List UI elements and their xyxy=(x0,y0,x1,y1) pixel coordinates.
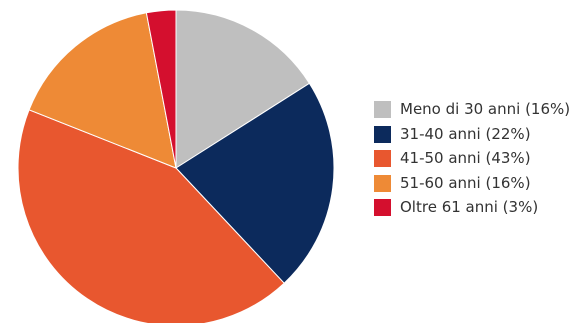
legend-item-5: Oltre 61 anni (3%) xyxy=(374,199,574,216)
legend-label: 41-50 anni (43%) xyxy=(400,149,531,167)
legend-swatch xyxy=(374,199,391,216)
pie-slices xyxy=(17,9,335,323)
legend-item-1: Meno di 30 anni (16%) xyxy=(374,101,574,118)
legend-swatch xyxy=(374,174,391,192)
legend-item-3: 41-50 anni (43%) xyxy=(374,150,574,167)
legend-label: 31-40 anni (22%) xyxy=(400,124,531,143)
legend-label: Oltre 61 anni (3%) xyxy=(400,198,539,216)
legend-swatch xyxy=(374,150,391,167)
legend-swatch xyxy=(374,101,391,118)
pie-slice-2 xyxy=(175,82,335,284)
legend-item-2: 31-40 anni (22%) xyxy=(374,124,574,143)
legend-label: Meno di 30 anni (16%) xyxy=(400,100,571,118)
legend-item-4: 51-60 anni (16%) xyxy=(374,173,574,192)
pie-slice-5 xyxy=(145,9,177,169)
chart-legend: Meno di 30 anni (16%) 31-40 anni (22%) 41-… xyxy=(374,101,574,224)
legend-swatch xyxy=(374,125,391,143)
pie-slice-1 xyxy=(175,9,311,169)
legend-label: 51-60 anni (16%) xyxy=(400,173,531,192)
pie-slice-3 xyxy=(17,109,285,323)
pie-slice-4 xyxy=(28,12,177,169)
